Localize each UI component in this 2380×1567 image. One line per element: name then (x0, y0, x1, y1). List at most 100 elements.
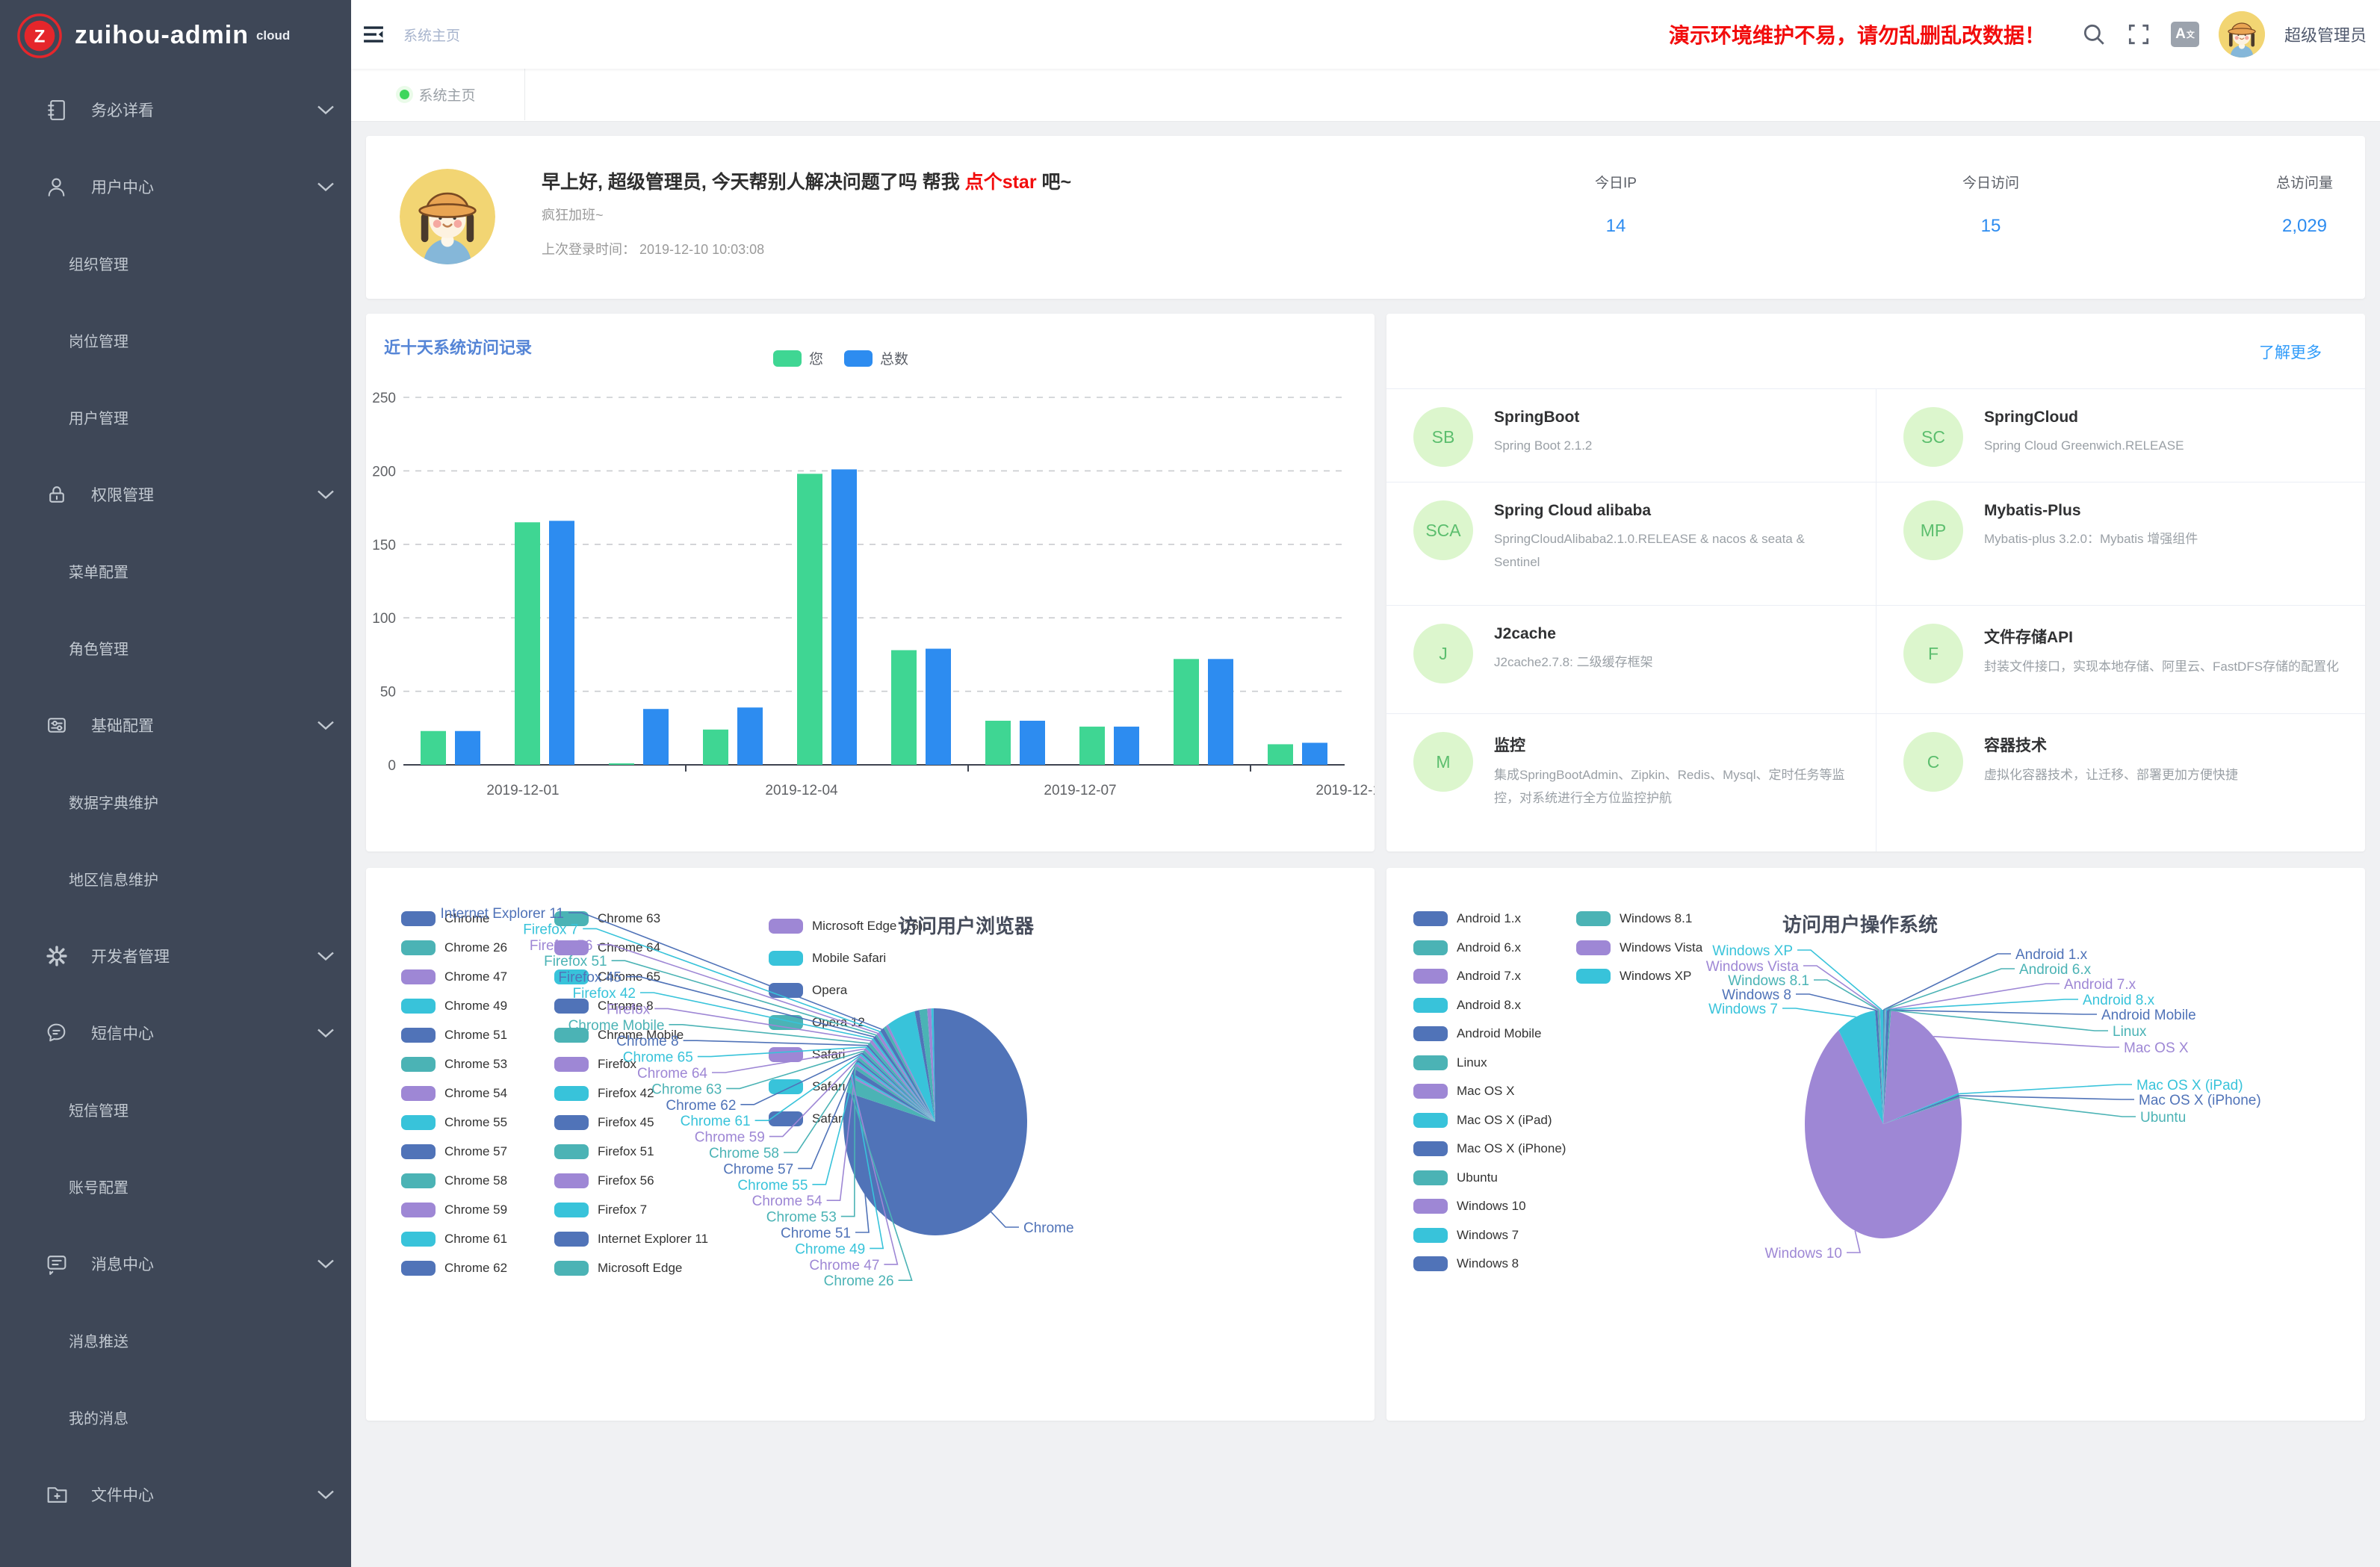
legend-item[interactable]: Mac OS X (1413, 1084, 1514, 1099)
learn-more-link[interactable]: 了解更多 (2259, 341, 2322, 363)
sidebar-item[interactable]: 账号配置 (0, 1148, 351, 1225)
tab-label: 系统主页 (418, 84, 475, 105)
legend-item[interactable]: Windows 8 (1413, 1256, 1519, 1271)
legend-item[interactable]: Chrome 62 (401, 1261, 507, 1276)
tech-item[interactable]: SBSpringBootSpring Boot 2.1.2 (1386, 388, 1876, 482)
app-logo[interactable]: Z zuihou-admin cloud (0, 0, 351, 71)
legend-item[interactable]: Chrome 65 (554, 969, 660, 984)
legend-item[interactable]: Opera (769, 983, 847, 998)
sidebar-item[interactable]: 短信管理 (0, 1071, 351, 1148)
legend-item[interactable]: Firefox 7 (554, 1203, 647, 1217)
legend-item[interactable]: Chrome 55 (401, 1115, 507, 1130)
tech-item-title: Mybatis-Plus (1984, 502, 2198, 520)
sidebar-item[interactable]: 用户管理 (0, 379, 351, 456)
legend-swatch (401, 1203, 436, 1217)
visits-chart-legend: 您 总数 (773, 348, 908, 368)
legend-item[interactable]: Chrome 64 (554, 940, 660, 955)
tech-item[interactable]: M监控集成SpringBootAdmin、Zipkin、Redis、Mysql、… (1386, 713, 1876, 851)
username[interactable]: 超级管理员 (2284, 22, 2367, 46)
legend-item[interactable]: Firefox 45 (554, 1115, 654, 1130)
tech-item[interactable]: JJ2cacheJ2cache2.7.8: 二级缓存框架 (1386, 605, 1876, 713)
sidebar-item[interactable]: 用户中心 (0, 148, 351, 225)
legend-item[interactable]: Mac OS X (iPad) (1413, 1113, 1552, 1128)
sidebar-item[interactable]: 短信中心 (0, 994, 351, 1071)
legend-swatch (1413, 1170, 1448, 1185)
legend-item[interactable]: Chrome Mobile (554, 1028, 684, 1043)
tech-item[interactable]: F文件存储API封装文件接口，实现本地存储、阿里云、FastDFS存储的配置化 (1876, 605, 2365, 713)
user-avatar[interactable] (2219, 11, 2265, 58)
legend-item[interactable]: Chrome 57 (401, 1144, 507, 1159)
legend-swatch (1413, 1055, 1448, 1070)
sidebar-item[interactable]: 组织管理 (0, 225, 351, 302)
legend-item[interactable]: Firefox 56 (554, 1173, 654, 1188)
legend-item[interactable]: Chrome 51 (401, 1028, 507, 1043)
legend-item[interactable]: Chrome 49 (401, 999, 507, 1014)
sidebar-item[interactable]: 数据字典维护 (0, 763, 351, 840)
search-icon[interactable] (2081, 22, 2107, 47)
tech-item[interactable]: SCSpringCloudSpring Cloud Greenwich.RELE… (1876, 388, 2365, 482)
tech-item[interactable]: C容器技术虚拟化容器技术，让迁移、部署更加方便快捷 (1876, 713, 2365, 851)
svg-text:Chrome 49: Chrome 49 (795, 1241, 865, 1257)
legend-item[interactable]: Android 6.x (1413, 940, 1521, 955)
legend-item[interactable]: Chrome 47 (401, 969, 507, 984)
fullscreen-icon[interactable] (2126, 22, 2151, 47)
legend-item[interactable]: Chrome 53 (401, 1057, 507, 1072)
sidebar-item[interactable]: 开发者管理 (0, 917, 351, 994)
tech-item-abbr: SC (1903, 407, 1963, 467)
legend-item[interactable]: Chrome (401, 911, 489, 926)
sidebar-item[interactable]: 地区信息维护 (0, 840, 351, 917)
tech-item[interactable]: MPMybatis-PlusMybatis-plus 3.2.0：Mybatis… (1876, 482, 2365, 605)
legend-item[interactable]: Firefox 42 (554, 1086, 654, 1101)
legend-item[interactable]: Internet Explorer 11 (554, 1232, 708, 1247)
legend-item[interactable]: Opera 12 (769, 1015, 865, 1030)
sidebar-item[interactable]: 角色管理 (0, 609, 351, 686)
sidebar-item[interactable]: 我的消息 (0, 1379, 351, 1456)
stat-value: 14 (1534, 216, 1698, 237)
legend-item[interactable]: Safari 11 (769, 1079, 862, 1094)
tab-home[interactable]: 系统主页 (351, 69, 525, 120)
sidebar-item[interactable]: 岗位管理 (0, 302, 351, 379)
legend-item[interactable]: Android 8.x (1413, 998, 1521, 1013)
legend-item[interactable]: Safari 9 (769, 1111, 856, 1126)
breadcrumb[interactable]: 系统主页 (403, 25, 460, 45)
legend-item[interactable]: Windows 10 (1413, 1199, 1526, 1214)
sidebar-item[interactable]: 务必详看 (0, 71, 351, 148)
menu-collapse-icon[interactable] (360, 21, 387, 48)
sidebar-item[interactable]: 消息中心 (0, 1225, 351, 1302)
legend-item[interactable]: Ubuntu (1413, 1170, 1498, 1185)
legend-item[interactable]: Chrome 58 (401, 1173, 507, 1188)
legend-item[interactable]: Chrome 61 (401, 1232, 507, 1247)
legend-item[interactable]: Windows Vista (1576, 940, 1702, 955)
legend-item[interactable]: Android Mobile (1413, 1026, 1541, 1041)
legend-item[interactable]: Chrome 26 (401, 940, 507, 955)
legend-item[interactable]: Windows XP (1576, 969, 1691, 984)
tech-item-desc: SpringCloudAlibaba2.1.0.RELEASE & nacos … (1494, 527, 1853, 574)
sidebar-item[interactable]: 文件中心 (0, 1456, 351, 1533)
legend-item[interactable]: Android 7.x (1413, 969, 1521, 984)
sidebar-item[interactable]: 权限管理 (0, 456, 351, 533)
sidebar-item[interactable]: 菜单配置 (0, 533, 351, 609)
legend-item[interactable]: Windows 7 (1413, 1228, 1519, 1243)
legend-item[interactable]: Mac OS X (iPhone) (1413, 1141, 1566, 1156)
legend-item[interactable]: Chrome 54 (401, 1086, 507, 1101)
legend-label: Chrome (444, 911, 489, 926)
legend-item[interactable]: Android 1.x (1413, 911, 1521, 926)
legend-item[interactable]: 您 (773, 348, 823, 368)
legend-item[interactable]: Microsoft Edge (554, 1261, 682, 1276)
legend-swatch (554, 969, 589, 984)
tech-item[interactable]: SCASpring Cloud alibabaSpringCloudAlibab… (1386, 482, 1876, 605)
legend-item[interactable]: Mobile Safari (769, 951, 886, 966)
legend-item[interactable]: Chrome 8 (554, 999, 654, 1014)
legend-label: Safari 9 (812, 1111, 856, 1126)
sidebar-item[interactable]: 基础配置 (0, 686, 351, 763)
star-link[interactable]: 点个star (965, 172, 1037, 193)
legend-item[interactable]: Chrome 59 (401, 1203, 507, 1217)
legend-item[interactable]: 总数 (844, 348, 908, 368)
legend-item[interactable]: Firefox (554, 1057, 636, 1072)
font-size-icon[interactable]: A文 (2171, 22, 2199, 47)
sidebar-item[interactable]: 消息推送 (0, 1302, 351, 1379)
legend-item[interactable]: Safari (769, 1047, 845, 1062)
legend-item[interactable]: Firefox 51 (554, 1144, 654, 1159)
legend-item[interactable]: Chrome 63 (554, 911, 660, 926)
legend-item[interactable]: Linux (1413, 1055, 1487, 1070)
